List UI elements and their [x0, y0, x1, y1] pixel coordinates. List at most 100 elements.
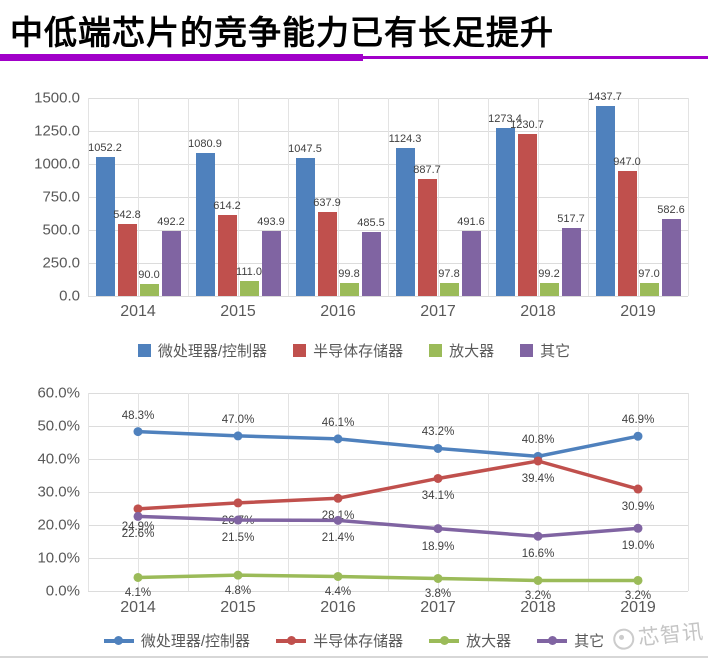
- gridline-vertical: [438, 98, 439, 296]
- legend-line-dot: [114, 636, 124, 645]
- point-value-label: 3.8%: [424, 588, 452, 601]
- bar: [417, 178, 437, 296]
- bar: [617, 170, 637, 296]
- bar: [239, 281, 259, 296]
- y-axis-tick-label: 0.0: [59, 287, 80, 305]
- gridline-horizontal: [88, 296, 688, 297]
- bar-chart-legend: 微处理器/控制器 半导体存储器 放大器 其它: [0, 340, 708, 361]
- point-value-label: 4.4%: [324, 586, 352, 599]
- bar: [139, 284, 159, 296]
- bar-value-label: 99.2: [538, 267, 560, 280]
- y-axis-tick-label: 20.0%: [37, 516, 80, 534]
- point-value-label: 28.1%: [321, 510, 355, 523]
- legend-item: 微处理器/控制器: [103, 630, 250, 651]
- legend-label: 其它: [540, 343, 571, 360]
- legend-item: 半导体存储器: [276, 630, 403, 651]
- x-axis-category-label: 2015: [220, 303, 256, 320]
- x-axis-category-label: 2014: [120, 599, 156, 616]
- legend-swatch: [137, 344, 151, 357]
- point-value-label: 16.6%: [521, 548, 555, 561]
- point-value-label: 34.1%: [421, 490, 455, 503]
- legend-swatch: [520, 344, 534, 357]
- bar: [217, 214, 237, 296]
- gridline-vertical: [288, 393, 289, 591]
- legend-item: 半导体存储器: [293, 340, 403, 361]
- legend-swatch: [293, 344, 307, 357]
- gridline-vertical: [488, 98, 489, 296]
- y-axis-tick-label: 10.0%: [37, 549, 80, 567]
- y-axis-tick-label: 250.0: [42, 254, 80, 272]
- y-axis-tick-label: 0.0%: [45, 582, 80, 600]
- bar: [461, 231, 481, 296]
- legend-label: 半导体存储器: [313, 633, 404, 650]
- legend-item: 其它: [520, 340, 570, 361]
- x-axis-category-label: 2017: [420, 599, 456, 616]
- bar: [117, 224, 137, 296]
- bar-value-label: 947.0: [613, 155, 641, 168]
- point-value-label: 46.9%: [621, 414, 655, 427]
- y-axis-tick-label: 1500.0: [34, 89, 80, 107]
- gridline-vertical: [538, 98, 539, 296]
- line-chart-legend: 微处理器/控制器 半导体存储器 放大器 其它: [0, 630, 708, 651]
- x-axis-category-label: 2016: [320, 303, 356, 320]
- legend-line-marker: [103, 636, 134, 645]
- point-value-label: 40.8%: [521, 434, 555, 447]
- legend-line-marker: [537, 636, 568, 645]
- legend-item: 放大器: [429, 630, 511, 651]
- legend-label: 其它: [574, 633, 605, 650]
- x-axis-category-label: 2016: [320, 599, 356, 616]
- point-value-label: 3.2%: [524, 590, 552, 603]
- point-value-label: 21.5%: [221, 532, 255, 545]
- gridline-vertical: [188, 98, 189, 296]
- bar-value-label: 99.8: [338, 267, 360, 280]
- bar: [317, 211, 337, 296]
- bar-value-label: 1273.4: [488, 112, 522, 125]
- bar: [339, 282, 359, 296]
- x-axis-category-label: 2014: [120, 303, 156, 320]
- point-value-label: 46.1%: [321, 416, 355, 429]
- bar: [95, 157, 115, 296]
- y-axis-tick-label: 750.0: [42, 188, 80, 206]
- page-title: 中低端芯片的竞争能力已有长足提升: [10, 13, 554, 52]
- watermark-logo-icon: [612, 627, 636, 651]
- bar-value-label: 485.5: [357, 216, 385, 229]
- gridline-vertical: [188, 393, 189, 591]
- bar-value-label: 97.0: [638, 268, 660, 281]
- bar: [495, 127, 515, 296]
- legend-item: 其它: [537, 630, 604, 651]
- bar-value-label: 1124.3: [388, 132, 422, 145]
- gridline-vertical: [238, 98, 239, 296]
- gridline-vertical: [138, 98, 139, 296]
- legend-label: 放大器: [466, 633, 512, 650]
- bar-value-label: 1052.2: [88, 142, 122, 155]
- gridline-vertical: [288, 98, 289, 296]
- gridline-vertical: [88, 393, 89, 591]
- bar-value-label: 1437.7: [588, 91, 622, 104]
- point-value-label: 18.9%: [421, 540, 455, 553]
- bar-value-label: 517.7: [557, 212, 585, 225]
- bar-value-label: 542.8: [113, 209, 141, 222]
- y-axis-tick-label: 30.0%: [37, 483, 80, 501]
- bar: [595, 106, 615, 296]
- point-value-label: 19.0%: [621, 540, 655, 553]
- legend-line-dot: [286, 636, 296, 645]
- y-axis-tick-label: 1250.0: [34, 122, 80, 140]
- gridline-vertical: [88, 98, 89, 296]
- point-value-label: 4.8%: [224, 585, 252, 598]
- x-axis-category-label: 2019: [620, 303, 656, 320]
- legend-label: 微处理器/控制器: [157, 343, 268, 360]
- x-axis-category-label: 2015: [220, 599, 256, 616]
- bar: [161, 231, 181, 296]
- bar-value-label: 97.8: [438, 268, 460, 281]
- point-value-label: 21.4%: [321, 532, 355, 545]
- gridline-horizontal: [88, 591, 688, 592]
- gridline-vertical: [638, 98, 639, 296]
- bar-value-label: 1047.5: [288, 142, 322, 155]
- y-axis-tick-label: 1000.0: [34, 155, 80, 173]
- title-underline-thick: [0, 54, 363, 61]
- x-axis-category-label: 2017: [420, 303, 456, 320]
- bar: [661, 219, 681, 296]
- x-axis-category-label: 2018: [520, 303, 556, 320]
- bar-value-label: 492.2: [157, 216, 185, 229]
